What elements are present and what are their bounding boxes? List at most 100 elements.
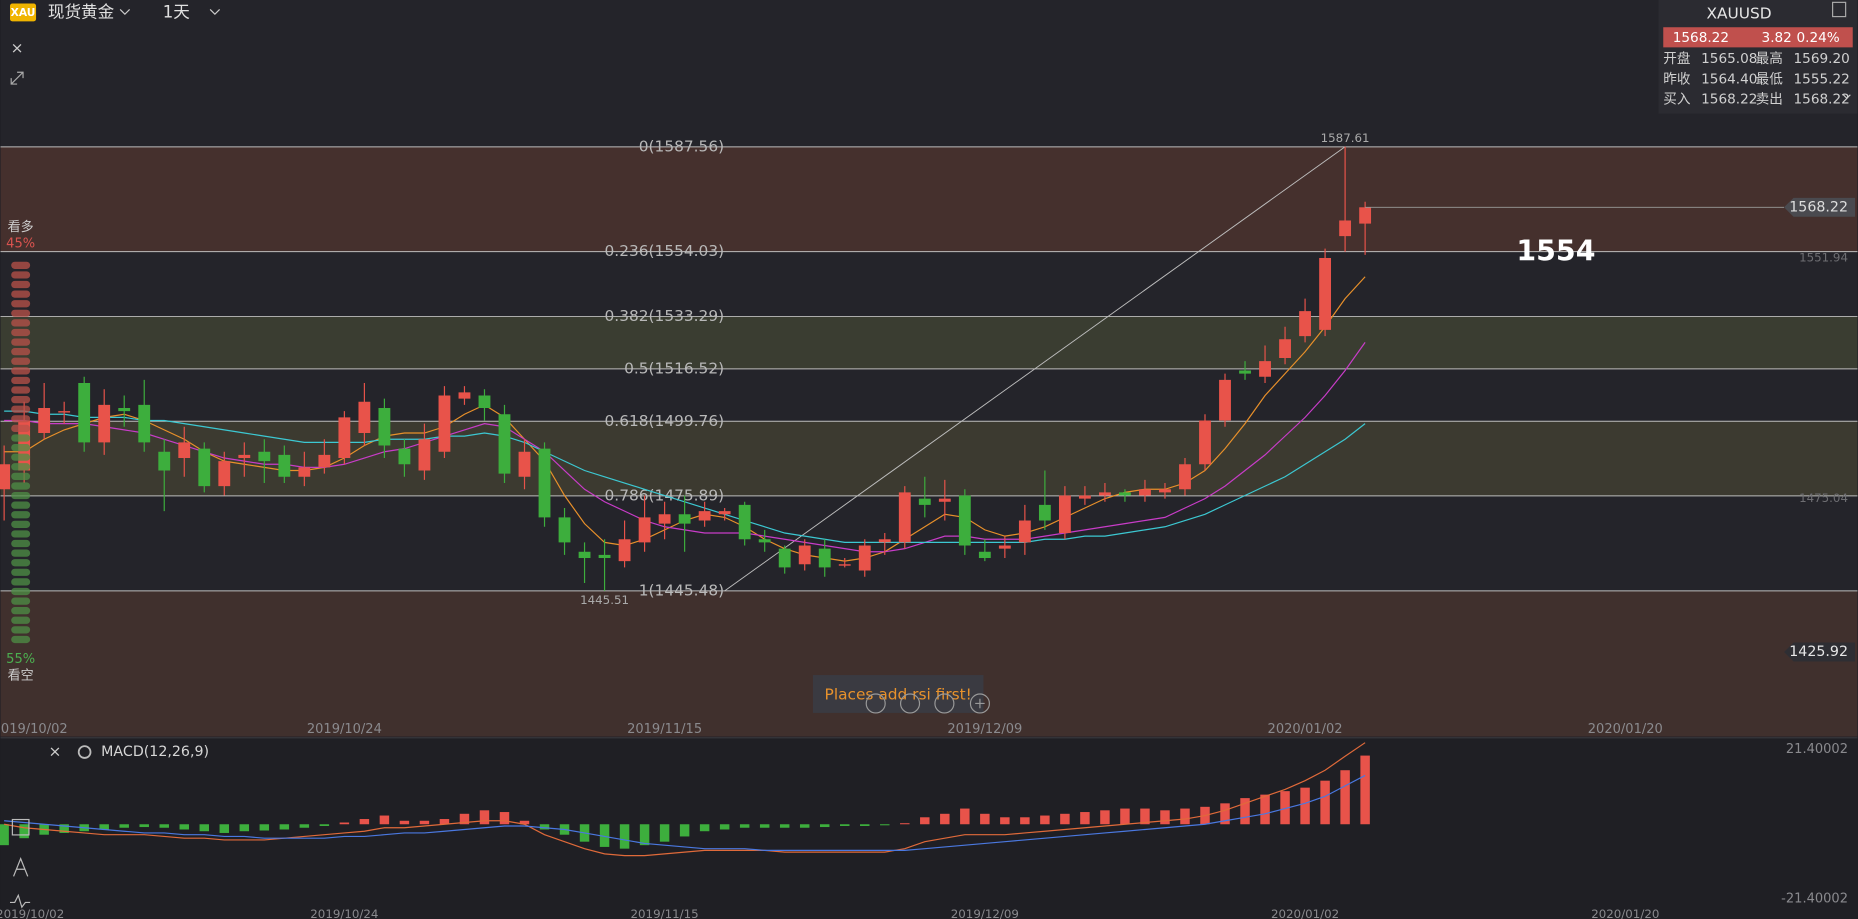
symbol-name[interactable]: 现货黄金 (48, 3, 115, 22)
sentiment-pill (11, 501, 31, 509)
next[interactable] (934, 693, 955, 714)
indicator-icon[interactable] (10, 893, 31, 909)
x-tick-label: 2019/11/15 (631, 907, 699, 919)
close-icon[interactable]: × (11, 39, 24, 57)
quote-label: 卖出 (1756, 91, 1783, 107)
candle-body (878, 539, 891, 543)
candle-body (558, 517, 571, 543)
toast-text: Places add rsi first! (825, 686, 972, 704)
macd-bar (1020, 817, 1030, 825)
prev[interactable] (899, 693, 921, 714)
sentiment-pill (11, 597, 31, 605)
candle-body (778, 548, 791, 568)
chevron[interactable] (209, 9, 221, 16)
period[interactable]: 1天 (163, 3, 190, 22)
sentiment-pill (11, 578, 31, 586)
quote-label: 最低 (1756, 71, 1784, 87)
candle-body (938, 498, 951, 502)
draw-icon[interactable] (13, 857, 29, 877)
candle-body (1199, 420, 1211, 465)
quote-label: 最高 (1756, 50, 1783, 67)
sentiment-pill (11, 491, 31, 500)
macd-bar (880, 824, 890, 826)
candle-body (638, 517, 651, 543)
macd-bar (799, 824, 810, 828)
quote-value: 1555.22 (1794, 71, 1850, 87)
y-tick-label: 1551.94 (1799, 251, 1848, 265)
candle-body (1259, 361, 1271, 377)
bear-pct: 55% (6, 652, 35, 667)
fib-band (0, 316, 1858, 369)
candle-body (298, 467, 311, 477)
sentiment-pill (11, 405, 31, 413)
quote-label: 买入 (1663, 91, 1691, 107)
macd-bar (379, 815, 390, 825)
macd-bar (960, 808, 970, 825)
candle-body (918, 498, 931, 505)
exit-icon[interactable] (1832, 1, 1847, 18)
candle-body (238, 454, 251, 459)
zoom-out[interactable] (865, 693, 886, 714)
candle-body (978, 551, 991, 559)
macd-bar (1320, 780, 1330, 825)
sentiment-pill (11, 424, 31, 433)
macd-bar (519, 820, 530, 825)
sentiment-pill (11, 328, 31, 337)
sentiment-pill (11, 443, 31, 452)
last-price-tag (1784, 197, 1856, 217)
macd-close[interactable]: × (49, 743, 62, 761)
zoom-in[interactable] (969, 693, 990, 714)
sentiment-pill (11, 453, 31, 461)
x-tick-label: 2019/12/09 (947, 722, 1022, 737)
shrink-icon[interactable] (10, 71, 24, 85)
macd-bar (199, 824, 210, 832)
x-tick-label: 2019/10/02 (0, 907, 64, 919)
sentiment-pill (11, 568, 31, 576)
chevron[interactable] (119, 9, 131, 16)
candle-body (998, 545, 1011, 549)
toast (812, 675, 984, 713)
candle-body (838, 564, 851, 566)
candle-body (858, 545, 871, 571)
sentiment-pill (11, 607, 31, 615)
tool-icon[interactable] (11, 818, 30, 836)
macd-title: MACD(12,26,9) (101, 744, 209, 760)
sentiment-pill (11, 300, 31, 308)
macd-bar (479, 810, 490, 825)
sentiment-pill (11, 348, 31, 356)
macd-settings[interactable] (77, 745, 92, 759)
fib-label: 0.5(1516.52) (624, 359, 724, 377)
expand-icon[interactable] (1842, 94, 1851, 100)
macd-bar (699, 824, 710, 832)
candle-body (1359, 207, 1372, 224)
candle-body (1339, 220, 1352, 237)
candle-body (518, 451, 531, 477)
candle-body (478, 395, 491, 409)
candle-body (0, 464, 11, 490)
x-tick-label: 2019/10/02 (0, 722, 68, 737)
symbol-icon[interactable] (10, 3, 37, 22)
candle-body (618, 539, 631, 562)
fib-label: 1(1445.48) (639, 581, 724, 599)
sentiment-pill (11, 549, 31, 557)
macd-bar (59, 824, 69, 833)
sentiment-pill (11, 559, 31, 567)
sentiment-bar (11, 261, 31, 644)
macd-bar (1300, 787, 1310, 825)
macd-y-tick: -21.40002 (1781, 891, 1848, 906)
fib-bands (0, 146, 1858, 737)
macd-bar (659, 824, 670, 842)
macd-line (4, 774, 1366, 851)
macd-bar (499, 812, 510, 825)
candle-body (38, 408, 51, 434)
macd-bar (339, 822, 350, 825)
macd-bar (1140, 808, 1150, 825)
candle-body (1179, 464, 1191, 490)
macd-bar (539, 824, 550, 830)
sentiment-pill (11, 396, 31, 404)
macd-bar (739, 824, 750, 828)
macd-line (4, 742, 1366, 857)
macd-bar (359, 819, 370, 825)
candle-body (1058, 495, 1071, 534)
